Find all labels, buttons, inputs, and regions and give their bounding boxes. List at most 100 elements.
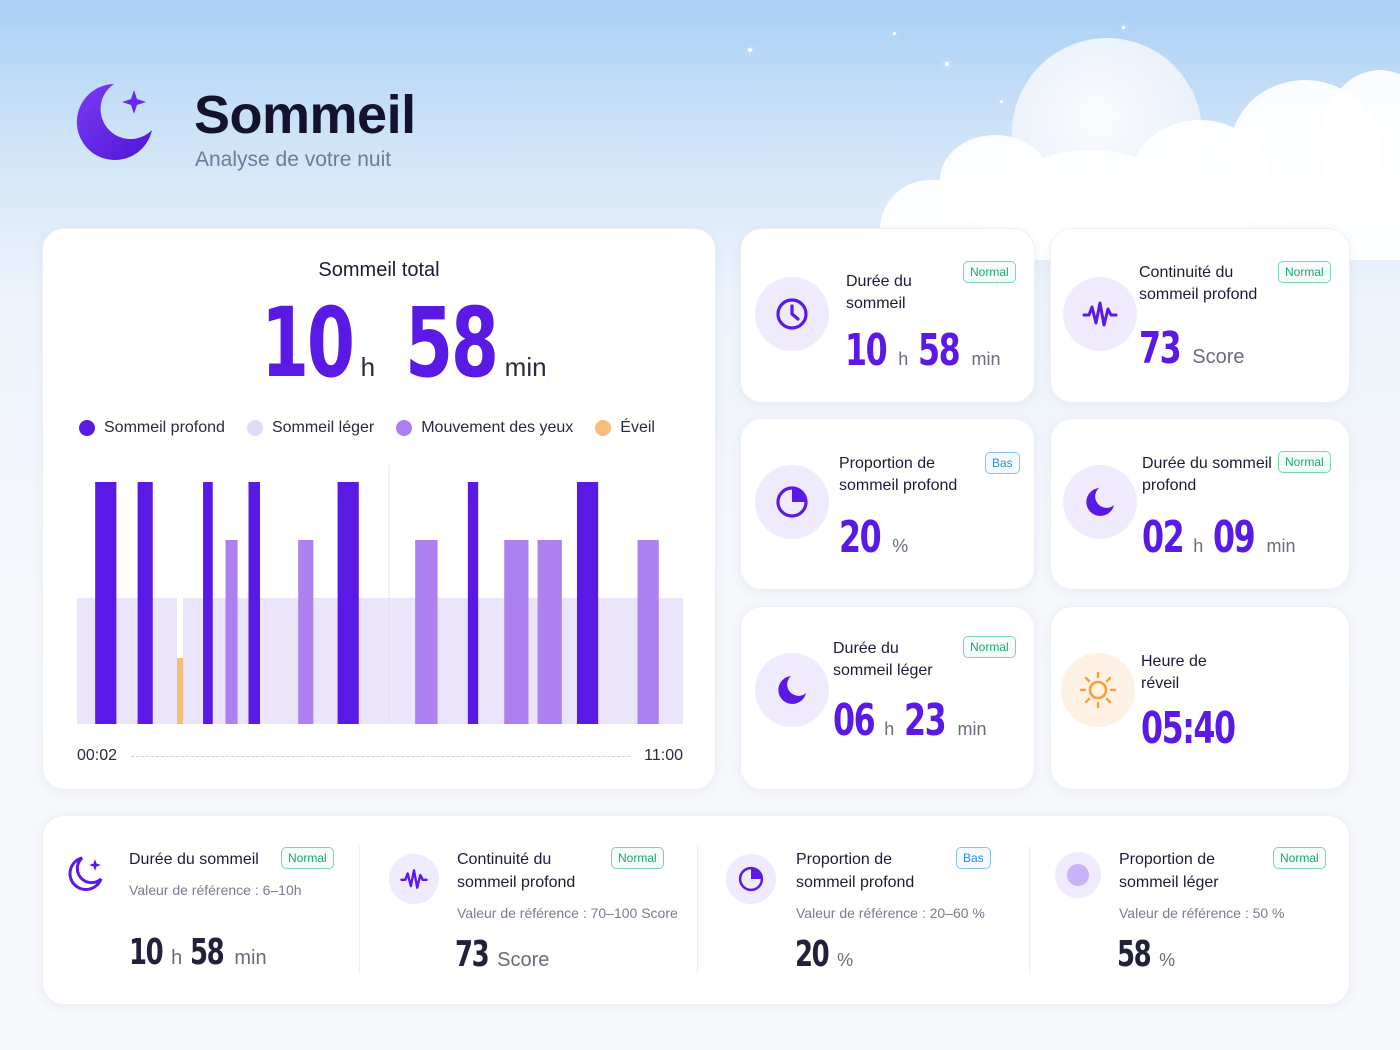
time-axis-line	[131, 755, 631, 757]
deep-sleep-bar	[576, 482, 599, 724]
page-subtitle: Analyse de votre nuit	[195, 148, 392, 171]
star	[748, 48, 752, 52]
chart-legend: Sommeil profond Sommeil léger Mouvement …	[79, 419, 655, 437]
rem-bar	[298, 540, 314, 724]
legend-dot	[595, 420, 612, 436]
total-sleep-card[interactable]: Sommeil total 10 h 58 min Sommeil profon…	[42, 228, 716, 790]
percent-unit: %	[892, 536, 909, 556]
summary-value: 20 %	[795, 934, 853, 975]
legend-dot	[79, 420, 95, 436]
light-sleep-band	[77, 598, 177, 724]
wave-icon	[389, 854, 439, 904]
legend-light-sleep[interactable]: Sommeil léger	[246, 419, 374, 437]
divider	[1029, 846, 1030, 974]
pie-chart-icon	[726, 854, 776, 904]
stat-value: 02 h 09 min	[1142, 512, 1296, 563]
summary-value: 10 h 58 min	[129, 932, 267, 973]
star	[945, 62, 949, 66]
minutes-value: 58	[918, 325, 961, 376]
summary-value: 73 Score	[455, 934, 549, 975]
stat-label: Proportion de sommeil profond	[839, 455, 958, 494]
hours-value: 02	[1142, 512, 1185, 563]
reference-value: Valeur de référence : 20–60 %	[796, 905, 985, 921]
stat-card-deep-sleep-duration[interactable]: Durée du sommeil profond Normal 02 h 09 …	[1050, 418, 1350, 590]
clock-icon	[755, 277, 829, 351]
hours-unit: h	[884, 719, 895, 739]
status-badge: Normal	[281, 847, 334, 869]
minutes-unit: min	[234, 947, 267, 969]
legend-label: Sommeil profond	[104, 419, 225, 436]
star	[893, 32, 896, 35]
summary-value: 58 %	[1117, 934, 1175, 975]
legend-rem[interactable]: Mouvement des yeux	[396, 419, 573, 437]
stat-label: Durée du sommeil profond	[1142, 455, 1272, 494]
stat-card-wake-time[interactable]: Heure de réveil 05:40	[1050, 606, 1350, 790]
legend-deep-sleep[interactable]: Sommeil profond	[79, 419, 225, 437]
rem-bar	[504, 540, 529, 724]
summary-label: Proportion de sommeil léger	[1119, 851, 1219, 891]
summary-card: Durée du sommeil Normal Valeur de référe…	[42, 815, 1350, 1005]
stat-label: Heure de réveil	[1141, 653, 1207, 692]
stat-card-light-sleep-duration[interactable]: Durée du sommeil léger Normal 06 h 23 mi…	[740, 606, 1035, 790]
divider	[697, 846, 698, 974]
stat-value: 73 Score	[1139, 323, 1244, 374]
sky-background	[0, 0, 1400, 260]
stat-value: 05:40	[1141, 703, 1271, 754]
reference-value: Valeur de référence : 50 %	[1119, 905, 1285, 921]
rem-bar	[225, 540, 238, 724]
deep-sleep-bar	[203, 482, 213, 724]
stat-card-sleep-duration[interactable]: Durée du sommeil Normal 10 h 58 min	[740, 228, 1035, 403]
total-minutes: 58	[405, 287, 499, 399]
minutes-unit: min	[1266, 536, 1296, 556]
hours-unit: h	[1193, 536, 1204, 556]
score-value: 73	[455, 934, 490, 975]
total-hours: 10	[261, 287, 355, 399]
status-badge: Bas	[985, 452, 1020, 474]
status-badge: Normal	[963, 261, 1016, 283]
rem-bar	[415, 540, 438, 724]
sleep-stages-chart[interactable]	[43, 229, 717, 749]
percent-unit: %	[837, 950, 854, 970]
stat-value: 20 %	[839, 512, 908, 563]
deep-sleep-bar	[337, 482, 359, 724]
rem-bar	[637, 540, 659, 724]
legend-dot	[396, 420, 413, 436]
hours-value: 10	[845, 325, 888, 376]
moon-icon	[755, 653, 829, 727]
moon-star-icon	[76, 80, 160, 164]
time-start-label: 00:02	[77, 747, 118, 764]
hours-value: 06	[833, 695, 876, 746]
percent-unit: %	[1159, 950, 1176, 970]
legend-label: Mouvement des yeux	[421, 419, 574, 436]
minutes-value: 09	[1213, 512, 1256, 563]
total-hours-unit: h	[360, 352, 376, 382]
star	[1000, 100, 1003, 103]
reference-value: Valeur de référence : 70–100 Score	[457, 905, 678, 921]
stat-label: Durée du sommeil léger	[833, 640, 933, 679]
minutes-unit: min	[957, 719, 987, 739]
legend-label: Éveil	[620, 419, 655, 436]
legend-awake[interactable]: Éveil	[595, 419, 655, 437]
deep-sleep-bar	[248, 482, 261, 724]
summary-label: Durée du sommeil	[129, 851, 259, 868]
deep-sleep-bar	[95, 482, 117, 724]
reference-value: Valeur de référence : 6–10h	[129, 882, 302, 898]
stat-card-deep-sleep-continuity[interactable]: Continuité du sommeil profond Normal 73 …	[1050, 228, 1350, 403]
hours-unit: h	[171, 947, 183, 969]
score-value: 73	[1139, 323, 1182, 374]
total-minutes-unit: min	[504, 352, 547, 382]
hours-unit: h	[898, 349, 909, 369]
stat-card-deep-sleep-proportion[interactable]: Proportion de sommeil profond Bas 20 %	[740, 418, 1035, 590]
awake-bar	[176, 658, 184, 724]
minutes-value: 23	[904, 695, 947, 746]
pie-chart-icon	[755, 465, 829, 539]
status-badge: Normal	[1278, 451, 1331, 473]
summary-label: Continuité du sommeil profond	[457, 851, 576, 891]
rem-bar	[537, 540, 562, 724]
percent-value: 58	[1117, 934, 1152, 975]
summary-label: Proportion de sommeil profond	[796, 851, 915, 891]
chart-time-axis: 00:02 11:00	[77, 747, 683, 765]
sun-icon	[1061, 653, 1135, 727]
wave-icon	[1063, 277, 1137, 351]
minutes-unit: min	[971, 349, 1001, 369]
